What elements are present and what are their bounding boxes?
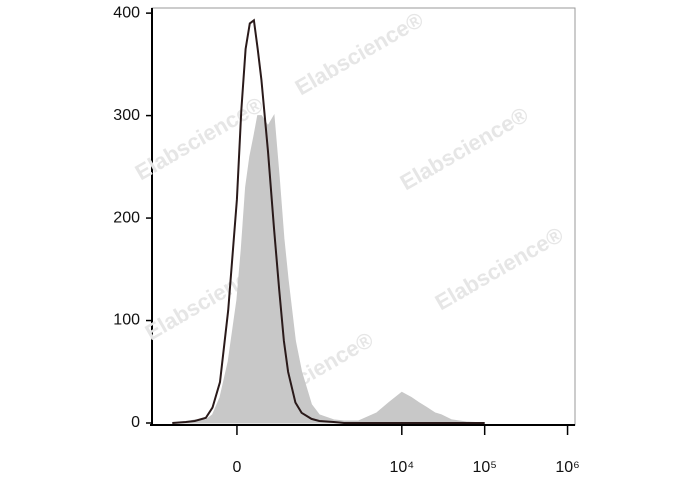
outline-histogram xyxy=(172,18,485,424)
x-tick-label: 10⁴ xyxy=(389,459,414,476)
x-tick-label: 10⁵ xyxy=(472,459,496,476)
watermark: Elabscience® xyxy=(291,7,428,100)
x-tick-label: 10⁶ xyxy=(555,459,579,476)
y-tick-label: 400 xyxy=(113,4,140,21)
x-tick-label: 0 xyxy=(232,459,241,476)
y-tick-label: 100 xyxy=(113,312,140,329)
plot-frame xyxy=(151,7,576,426)
y-tick-label: 0 xyxy=(131,414,140,431)
watermark: Elabscience® xyxy=(431,222,568,315)
watermark: Elabscience® xyxy=(396,102,533,195)
y-tick-label: 200 xyxy=(113,209,140,226)
y-tick-label: 300 xyxy=(113,107,140,124)
filled-histogram xyxy=(172,113,485,424)
